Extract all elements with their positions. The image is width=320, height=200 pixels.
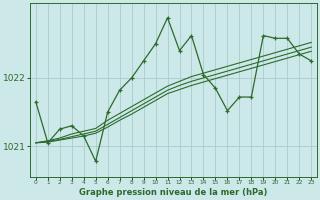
X-axis label: Graphe pression niveau de la mer (hPa): Graphe pression niveau de la mer (hPa)	[79, 188, 268, 197]
